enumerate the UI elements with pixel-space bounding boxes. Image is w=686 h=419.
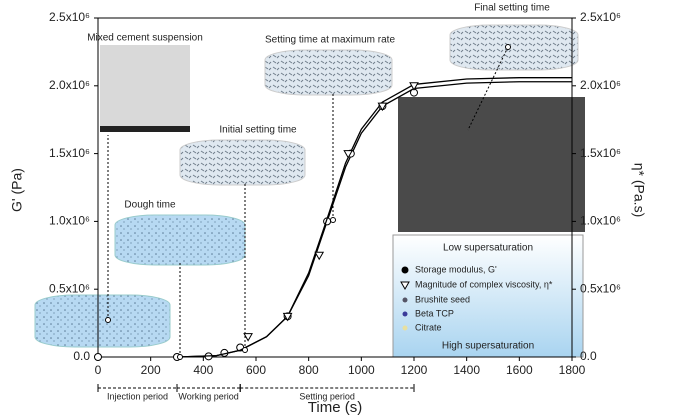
cylinder	[450, 25, 578, 70]
x-tick-label: 1200	[401, 363, 428, 377]
annotation-dot	[331, 218, 336, 223]
annotation: Mixed cement suspension	[87, 33, 203, 44]
legend-marker	[403, 326, 408, 331]
y-tick-label: 2.0x10⁶	[49, 78, 90, 92]
legend-marker	[403, 312, 408, 317]
annotation-dot	[506, 45, 511, 50]
y2-tick-label: 2.5x10⁶	[580, 10, 621, 24]
cylinder	[265, 50, 392, 95]
legend-marker	[403, 298, 408, 303]
period-label: Injection period	[107, 391, 168, 401]
scale-bar	[100, 126, 190, 132]
y2-tick-label: 0.5x10⁶	[580, 281, 621, 295]
x-tick-label: 200	[141, 363, 161, 377]
legend-label: Beta TCP	[415, 308, 454, 318]
chart: η* (Pa.s) G' (Pa) Time (s) 0 200 400 600 800…	[0, 0, 686, 419]
x-tick-label: 1400	[453, 363, 480, 377]
y-tick-label: 2.5x10⁶	[49, 10, 90, 24]
y2-label: η* (Pa.s)	[631, 163, 647, 217]
y-tick-label: 1.0x10⁶	[49, 214, 90, 228]
annotation-dot	[243, 348, 248, 353]
annotation: Setting time at maximum rate	[265, 35, 395, 46]
x-tick-label: 1600	[506, 363, 533, 377]
legend-label: Magnitude of complex viscosity, η*	[415, 279, 553, 289]
legend-marker	[402, 267, 409, 274]
legend-label: Storage modulus, G'	[415, 264, 497, 274]
micrograph	[100, 45, 190, 130]
legend-label: Citrate	[415, 322, 442, 332]
y-tick-label: 0.5x10⁶	[49, 281, 90, 295]
period-label: Setting period	[299, 391, 355, 401]
point	[95, 354, 102, 361]
y2-tick-label: 2.0x10⁶	[580, 78, 621, 92]
y2-tick-label: 1.0x10⁶	[580, 214, 621, 228]
cylinder	[115, 215, 245, 265]
cylinder	[35, 295, 170, 347]
legend-footer: High supersaturation	[442, 341, 534, 352]
annotation-dot	[106, 318, 111, 323]
x-label: Time (s)	[308, 399, 362, 416]
x-tick-label: 1000	[348, 363, 375, 377]
period-label: Working period	[178, 391, 238, 401]
x-tick-label: 800	[299, 363, 319, 377]
x-tick-label: 600	[246, 363, 266, 377]
cylinder	[180, 140, 305, 185]
x-tick-label: 400	[193, 363, 213, 377]
annotation-dot	[178, 355, 183, 360]
y2-tick-label: 1.5x10⁶	[580, 146, 621, 160]
annotation: Final setting time	[474, 3, 550, 14]
x-tick-label: 1800	[559, 363, 586, 377]
legend-label: Brushite seed	[415, 294, 470, 304]
y2-tick-label: 0.0	[580, 349, 597, 363]
y-label: G' (Pa)	[9, 168, 25, 212]
x-tick-label: 0	[95, 363, 102, 377]
sem-image	[398, 97, 585, 232]
annotation: Dough time	[124, 200, 176, 211]
point	[315, 252, 323, 259]
y-tick-label: 0.0	[73, 349, 90, 363]
annotation: Initial setting time	[219, 125, 297, 136]
legend-title: Low supersaturation	[443, 243, 533, 254]
y-tick-label: 1.5x10⁶	[49, 146, 90, 160]
